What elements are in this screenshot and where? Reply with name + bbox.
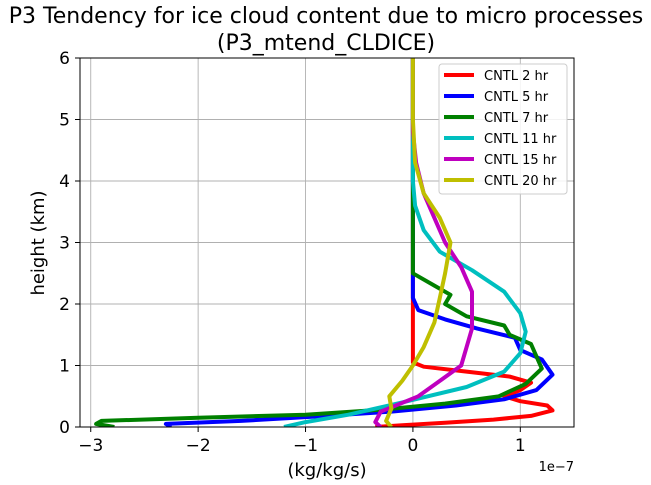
series-line-6 xyxy=(384,58,453,427)
series-line-3 xyxy=(94,58,544,427)
legend-label: CNTL 5 hr xyxy=(484,90,549,105)
chart-title: P3 Tendency for ice cloud content due to… xyxy=(9,4,643,29)
series-line-1 xyxy=(375,58,555,427)
x-axis-label: (kg/kg/s) xyxy=(287,460,366,481)
y-tick-label: 2 xyxy=(59,295,70,315)
ticks: −3 −2 −1 0 1 0 1 2 3 4 5 6 xyxy=(59,49,526,456)
y-axis-label: height (km) xyxy=(28,190,49,295)
y-tick-label: 4 xyxy=(59,172,70,192)
x-tick-label: −1 xyxy=(293,436,318,456)
legend-label: CNTL 11 hr xyxy=(484,132,557,147)
y-tick-label: 1 xyxy=(59,357,70,377)
x-tick-label: 0 xyxy=(407,436,418,456)
y-tick-label: 6 xyxy=(59,49,70,69)
legend-label: CNTL 20 hr xyxy=(484,174,557,189)
y-tick-label: 3 xyxy=(59,234,70,254)
series-layer xyxy=(94,58,555,427)
x-offset-label: 1e−7 xyxy=(539,460,574,475)
legend: CNTL 2 hr CNTL 5 hr CNTL 7 hr CNTL 11 hr CNT… xyxy=(438,63,568,195)
x-tick-label: −2 xyxy=(186,436,211,456)
legend-label: CNTL 2 hr xyxy=(484,69,549,84)
chart-subtitle: (P3_mtend_CLDICE) xyxy=(217,31,435,56)
x-tick-label: 1 xyxy=(515,436,526,456)
series-line-4 xyxy=(283,58,528,427)
y-tick-label: 5 xyxy=(59,111,70,131)
y-tick-label: 0 xyxy=(59,418,70,438)
x-tick-label: −3 xyxy=(78,436,103,456)
legend-label: CNTL 15 hr xyxy=(484,153,557,168)
legend-label: CNTL 7 hr xyxy=(484,111,549,126)
series-group xyxy=(94,58,555,427)
